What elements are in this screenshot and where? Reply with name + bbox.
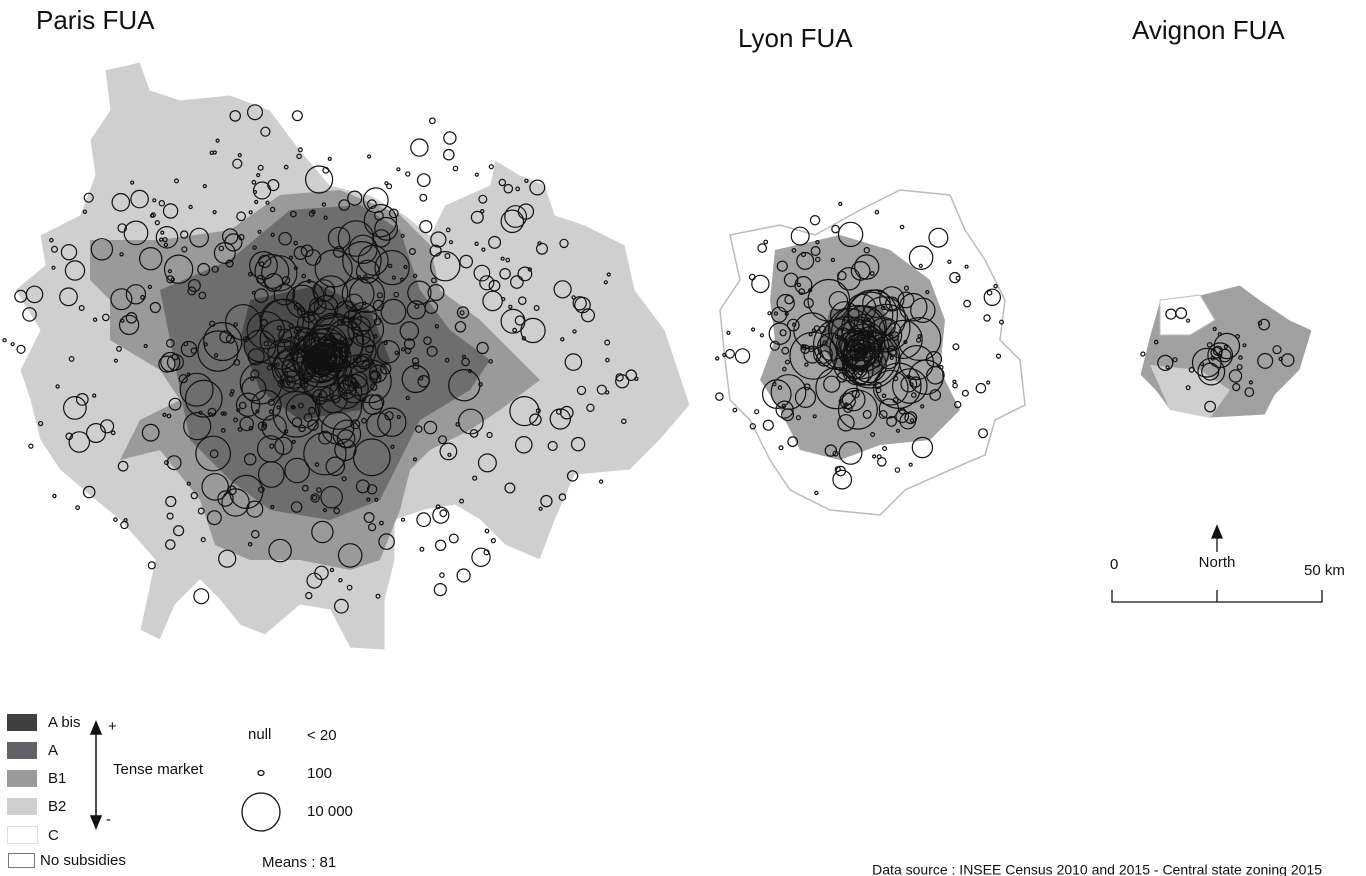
symbol [440,510,447,517]
map-figure: Paris FUA Lyon FUA Avignon FUA 0 North 5… [0,0,1366,876]
size-value: 100 [307,765,332,782]
scale-label: 0 [1110,556,1118,573]
symbol [716,357,719,360]
symbol [485,529,489,533]
symbol [430,118,436,124]
swatch [7,742,37,759]
scale-label: 50 km [1304,562,1345,579]
symbol [328,157,331,160]
symbol [436,540,446,550]
symbol [368,155,371,158]
symbol [733,408,737,412]
legend-axis-label: Tense market [113,761,204,778]
symbol [475,173,478,176]
legend: A bis A B1 B2 C No subsidies + - Tense m… [7,714,353,871]
symbol [417,513,431,527]
map-title: Avignon FUA [1132,15,1285,45]
symbol [17,345,25,353]
legend-label: A [48,742,58,759]
symbol [420,221,432,233]
symbol [457,569,470,582]
swatch [7,798,37,815]
symbol [402,518,405,521]
symbol [472,548,490,566]
symbol [194,589,209,604]
symbol [411,139,428,156]
symbol [600,480,603,483]
map-title: Paris FUA [36,5,155,35]
symbol [53,494,56,497]
symbol [444,150,454,160]
swatch [7,714,37,731]
avignon-map [1140,285,1312,418]
legend-arrow [91,722,101,828]
size-symbol [242,793,280,831]
symbol [440,573,444,577]
symbol [420,547,424,551]
legend-means: Means : 81 [262,854,336,871]
symbol [491,539,495,543]
legend-label: No subsidies [40,852,126,869]
symbol [3,339,6,342]
swatch [9,854,35,868]
data-source: Data source : INSEE Census 2010 and 2015… [872,862,1322,876]
symbol [453,166,457,170]
size-value: < 20 [307,727,337,744]
symbol [406,172,410,176]
size-symbol [258,771,264,776]
size-value: 10 000 [307,803,353,820]
legend-label: C [48,827,59,844]
symbol [716,393,723,400]
symbol [29,444,33,448]
symbol [489,165,493,169]
symbol [444,132,456,144]
legend-label: B2 [48,798,66,815]
symbol [434,584,446,596]
swatch [8,827,38,844]
legend-label: A bis [48,714,81,731]
map-title: Lyon FUA [738,23,853,53]
swatch [7,770,37,787]
symbol [385,182,388,185]
size-label: null [248,726,271,743]
symbol [839,202,842,205]
symbol [397,168,400,171]
symbol [11,343,14,346]
legend-label: B1 [48,770,66,787]
symbol [810,216,819,225]
legend-plus: + [108,718,117,735]
legend-minus: - [106,811,111,828]
symbol [114,518,117,521]
symbol [449,534,458,543]
symbol [293,111,303,121]
symbol [1141,352,1145,356]
symbol [420,194,427,201]
symbol [76,506,80,510]
north-label: North [1199,554,1236,571]
symbol [418,174,431,187]
